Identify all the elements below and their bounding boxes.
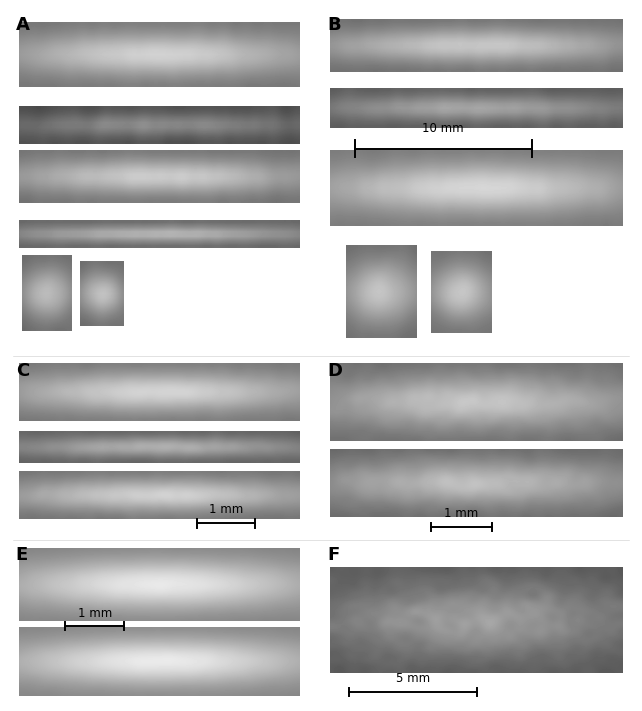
- Text: 1 mm: 1 mm: [78, 606, 112, 620]
- Text: D: D: [327, 362, 342, 380]
- Text: B: B: [327, 16, 341, 34]
- Text: C: C: [16, 362, 29, 380]
- Text: A: A: [16, 16, 30, 34]
- Text: 10 mm: 10 mm: [422, 122, 464, 135]
- Text: 1 mm: 1 mm: [444, 507, 478, 520]
- Text: 1 mm: 1 mm: [209, 503, 243, 516]
- Text: E: E: [16, 546, 28, 565]
- Text: 5 mm: 5 mm: [395, 673, 429, 685]
- Text: F: F: [327, 546, 340, 565]
